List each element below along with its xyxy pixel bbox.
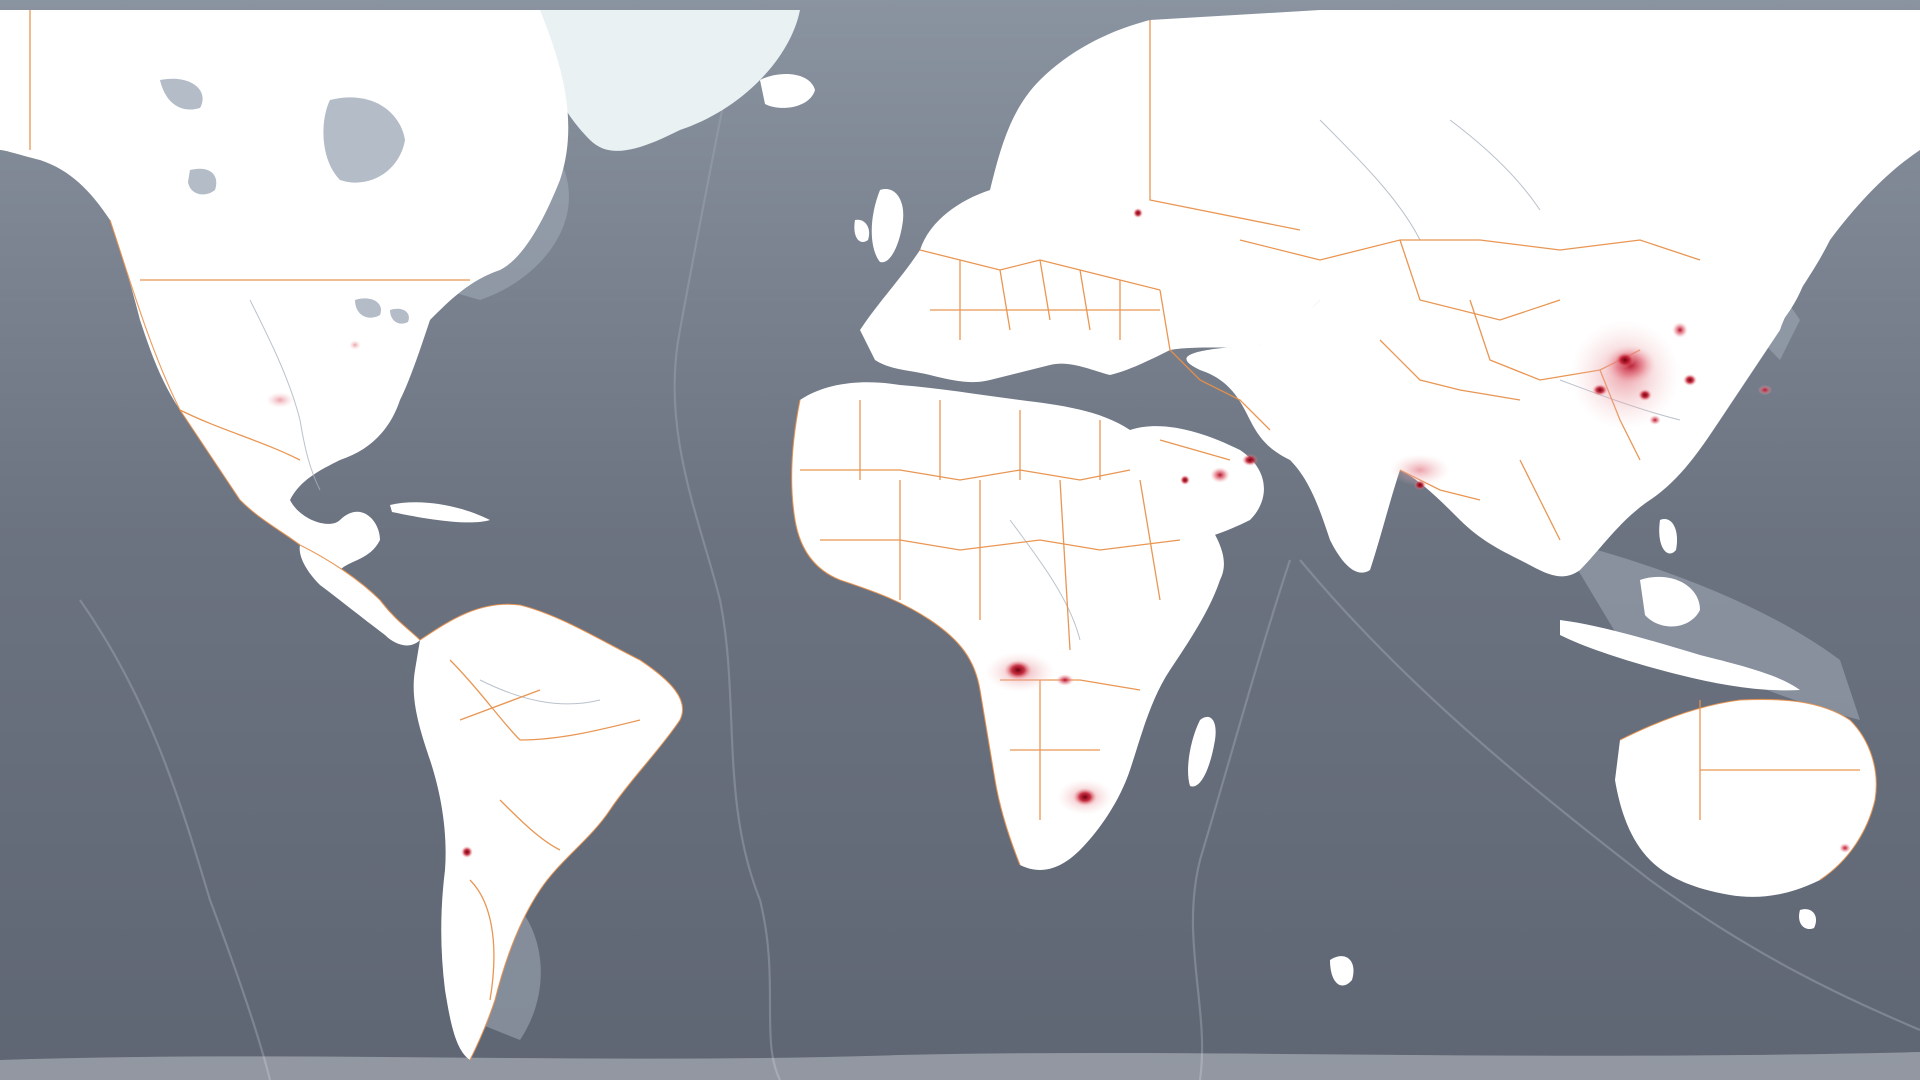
emission-hotspots [266, 208, 1851, 858]
cuba [390, 502, 490, 523]
indonesia [1560, 620, 1800, 691]
ocean-ridges [79, 19, 1920, 1080]
philippines [1659, 519, 1678, 554]
hotspot-northern-india [1390, 454, 1450, 486]
australia [1615, 699, 1877, 897]
asia [1186, 10, 1920, 577]
hotspot-russia-volga [1133, 208, 1143, 218]
madagascar [1188, 716, 1216, 787]
antarctica [0, 1052, 1920, 1080]
iceland [760, 74, 815, 108]
tasmania [1799, 909, 1817, 930]
hotspot-central-chile [461, 846, 473, 858]
coastlines [109, 219, 1877, 1061]
greenland [540, 10, 800, 151]
hotspot-korea-japan [1683, 374, 1697, 386]
borneo [1640, 576, 1700, 627]
country-borders [29, 10, 1860, 1001]
hotspot-eastern-australia [1839, 843, 1851, 853]
great-britain [871, 189, 904, 263]
ireland [854, 219, 870, 242]
arabian-peninsula [1130, 426, 1264, 542]
new-zealand [1330, 956, 1354, 986]
central-america [299, 545, 420, 646]
north-america [0, 10, 569, 570]
hotspot-persian-gulf [1210, 467, 1230, 483]
europe [860, 10, 1320, 383]
japan [1735, 264, 1806, 355]
south-america [413, 604, 683, 1060]
